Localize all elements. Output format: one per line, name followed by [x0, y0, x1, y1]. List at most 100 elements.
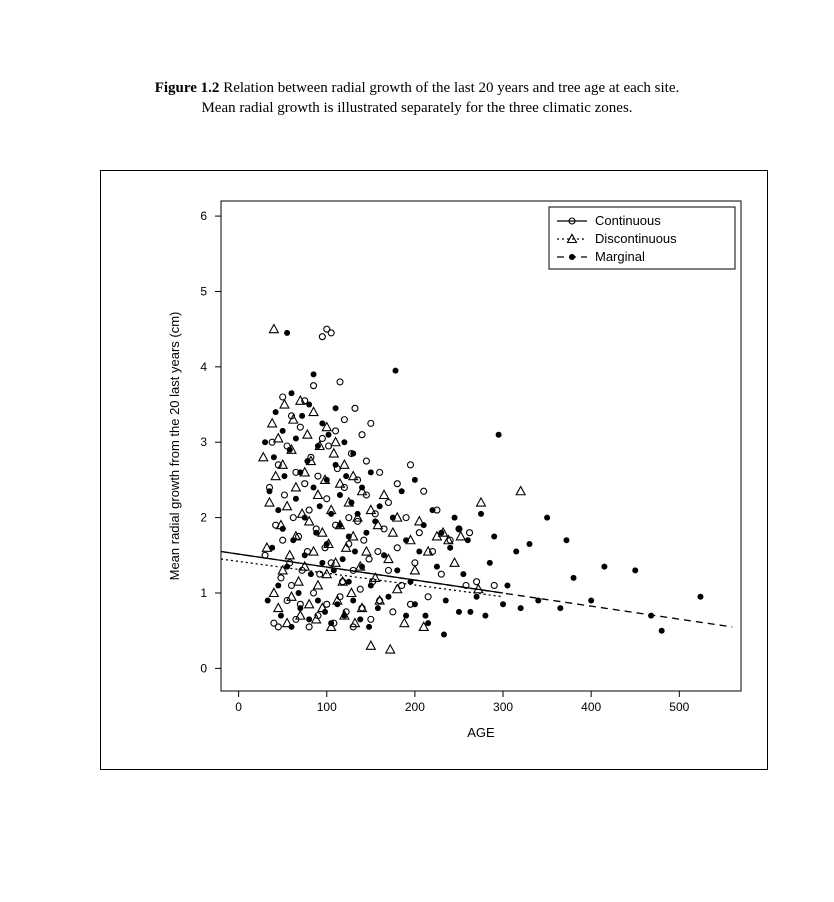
- marker-filled-circle: [343, 473, 349, 479]
- marker-open-triangle: [287, 592, 296, 600]
- marker-filled-circle: [588, 598, 594, 604]
- marker-filled-circle: [311, 371, 317, 377]
- x-tick-label: 300: [493, 700, 513, 714]
- marker-filled-circle: [447, 545, 453, 551]
- marker-open-circle: [278, 575, 284, 581]
- marker-filled-circle: [357, 616, 363, 622]
- marker-filled-circle: [350, 598, 356, 604]
- marker-open-circle: [273, 522, 279, 528]
- marker-open-triangle: [269, 588, 278, 596]
- marker-filled-circle: [319, 420, 325, 426]
- marker-filled-circle: [441, 631, 447, 637]
- marker-filled-circle: [368, 582, 374, 588]
- marker-open-circle: [394, 545, 400, 551]
- series-discontinuous: [259, 324, 525, 653]
- marker-filled-circle: [352, 549, 358, 555]
- marker-filled-circle: [306, 616, 312, 622]
- y-tick-label: 5: [200, 284, 207, 298]
- marker-filled-circle: [377, 503, 383, 509]
- marker-open-triangle: [314, 490, 323, 498]
- y-tick-label: 1: [200, 586, 207, 600]
- marker-open-triangle: [386, 645, 395, 653]
- marker-open-circle: [363, 458, 369, 464]
- marker-filled-circle: [412, 477, 418, 483]
- marker-filled-circle: [278, 613, 284, 619]
- marker-filled-circle: [467, 609, 473, 615]
- marker-open-circle: [324, 496, 330, 502]
- marker-open-triangle: [336, 479, 345, 487]
- marker-open-circle: [491, 582, 497, 588]
- marker-open-circle: [366, 556, 372, 562]
- marker-open-triangle: [456, 532, 465, 540]
- marker-filled-circle: [375, 605, 381, 611]
- marker-filled-circle: [518, 605, 524, 611]
- marker-open-circle: [290, 515, 296, 521]
- x-tick-label: 500: [669, 700, 689, 714]
- legend-label-discontinuous: Discontinuous: [595, 231, 677, 246]
- marker-open-triangle: [331, 438, 340, 446]
- marker-filled-circle: [284, 330, 290, 336]
- marker-open-triangle: [380, 490, 389, 498]
- marker-filled-circle: [659, 628, 665, 634]
- marker-filled-circle: [385, 594, 391, 600]
- marker-filled-circle: [571, 575, 577, 581]
- marker-filled-circle: [526, 541, 532, 547]
- y-tick-label: 4: [200, 360, 207, 374]
- marker-filled-circle: [491, 533, 497, 539]
- marker-open-triangle: [450, 558, 459, 566]
- marker-open-circle: [407, 462, 413, 468]
- marker-open-circle: [280, 537, 286, 543]
- marker-open-circle: [385, 567, 391, 573]
- marker-open-circle: [333, 428, 339, 434]
- marker-open-circle: [311, 383, 317, 389]
- marker-open-circle: [346, 515, 352, 521]
- marker-filled-circle: [333, 405, 339, 411]
- marker-filled-circle: [293, 496, 299, 502]
- marker-open-circle: [467, 530, 473, 536]
- marker-filled-circle: [315, 598, 321, 604]
- marker-filled-circle: [513, 549, 519, 555]
- marker-filled-circle: [281, 473, 287, 479]
- marker-open-circle: [390, 609, 396, 615]
- chart-outer-frame: 01002003004005000123456AGEMean radial gr…: [100, 170, 768, 770]
- marker-open-circle: [311, 590, 317, 596]
- marker-open-triangle: [349, 471, 358, 479]
- marker-open-circle: [306, 507, 312, 513]
- marker-filled-circle: [601, 564, 607, 570]
- marker-open-triangle: [274, 603, 283, 611]
- marker-filled-circle: [456, 609, 462, 615]
- marker-filled-circle: [632, 567, 638, 573]
- marker-filled-circle: [265, 598, 271, 604]
- marker-filled-circle: [482, 613, 488, 619]
- marker-open-triangle: [329, 449, 338, 457]
- marker-open-triangle: [283, 502, 292, 510]
- marker-filled-circle: [296, 590, 302, 596]
- marker-open-triangle: [340, 460, 349, 468]
- marker-filled-circle: [557, 605, 563, 611]
- marker-open-circle: [474, 579, 480, 585]
- marker-open-circle: [421, 488, 427, 494]
- marker-filled-circle: [317, 503, 323, 509]
- marker-open-circle: [304, 549, 310, 555]
- marker-filled-circle: [293, 435, 299, 441]
- marker-filled-circle: [299, 413, 305, 419]
- marker-open-circle: [284, 443, 290, 449]
- marker-filled-circle: [569, 254, 575, 260]
- marker-filled-circle: [262, 439, 268, 445]
- marker-filled-circle: [474, 594, 480, 600]
- marker-filled-circle: [381, 552, 387, 558]
- marker-filled-circle: [504, 582, 510, 588]
- marker-filled-circle: [393, 368, 399, 374]
- y-tick-label: 2: [200, 511, 207, 525]
- marker-open-triangle: [516, 487, 525, 495]
- marker-filled-circle: [500, 601, 506, 607]
- x-tick-label: 100: [317, 700, 337, 714]
- caption-line2: Mean radial growth is illustrated separa…: [201, 100, 632, 116]
- marker-open-triangle: [291, 483, 300, 491]
- series-continuous: [262, 326, 497, 630]
- marker-open-triangle: [271, 471, 280, 479]
- x-tick-label: 400: [581, 700, 601, 714]
- marker-filled-circle: [271, 454, 277, 460]
- marker-filled-circle: [273, 409, 279, 415]
- x-tick-label: 200: [405, 700, 425, 714]
